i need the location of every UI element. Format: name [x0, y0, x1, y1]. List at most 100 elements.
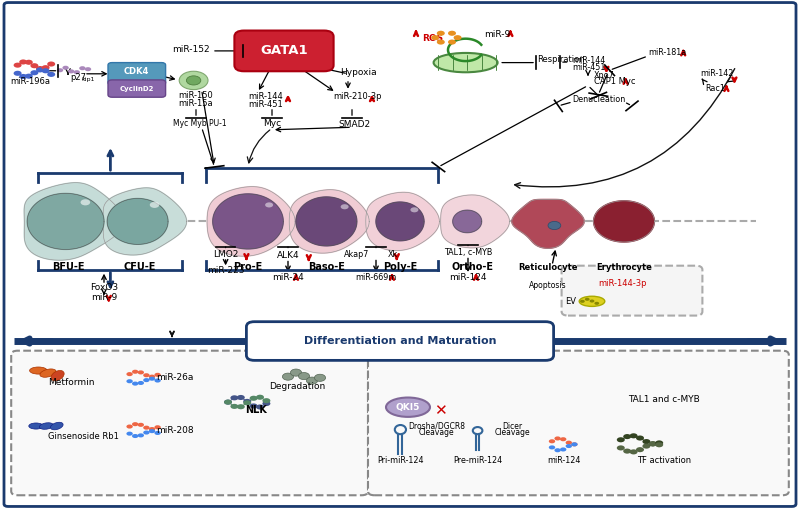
- Text: Hypoxia: Hypoxia: [340, 68, 377, 77]
- Circle shape: [649, 441, 657, 446]
- Text: miR-210-3p: miR-210-3p: [334, 92, 382, 101]
- Circle shape: [256, 394, 264, 400]
- Circle shape: [126, 432, 133, 436]
- FancyBboxPatch shape: [108, 63, 166, 85]
- Circle shape: [282, 373, 294, 380]
- Circle shape: [47, 72, 55, 77]
- Circle shape: [437, 40, 445, 45]
- Circle shape: [636, 436, 644, 441]
- Circle shape: [448, 40, 456, 45]
- Ellipse shape: [30, 367, 47, 374]
- Circle shape: [154, 379, 161, 383]
- Circle shape: [154, 373, 161, 377]
- Polygon shape: [213, 194, 283, 249]
- Circle shape: [126, 379, 133, 383]
- Text: miR-144: miR-144: [248, 92, 282, 101]
- Text: FoxO3: FoxO3: [90, 283, 118, 292]
- Circle shape: [256, 405, 264, 410]
- Circle shape: [642, 443, 650, 448]
- Polygon shape: [594, 201, 654, 242]
- Polygon shape: [441, 195, 510, 248]
- Text: Xpo7: Xpo7: [594, 71, 614, 80]
- Circle shape: [149, 377, 155, 381]
- Text: miR-152: miR-152: [172, 45, 210, 54]
- Circle shape: [548, 221, 561, 230]
- Circle shape: [186, 76, 201, 85]
- Circle shape: [25, 60, 33, 65]
- Text: CyclinD2: CyclinD2: [120, 86, 154, 92]
- Circle shape: [554, 436, 561, 440]
- Circle shape: [250, 395, 258, 401]
- Circle shape: [230, 404, 238, 409]
- Circle shape: [149, 429, 155, 433]
- Circle shape: [74, 70, 80, 74]
- Text: Dicer: Dicer: [502, 421, 522, 431]
- Text: Myc Myb PU-1: Myc Myb PU-1: [173, 119, 227, 128]
- Circle shape: [571, 442, 578, 446]
- Text: Drosha/DGCR8: Drosha/DGCR8: [408, 421, 466, 431]
- Circle shape: [594, 302, 599, 305]
- Polygon shape: [512, 200, 584, 248]
- Ellipse shape: [29, 423, 43, 429]
- Circle shape: [138, 433, 144, 437]
- Circle shape: [30, 63, 38, 68]
- Text: miR-669m: miR-669m: [355, 273, 397, 282]
- Circle shape: [42, 65, 50, 70]
- Polygon shape: [453, 210, 482, 233]
- FancyBboxPatch shape: [11, 351, 368, 495]
- Circle shape: [79, 66, 86, 70]
- Circle shape: [143, 426, 150, 430]
- Text: CFU-E: CFU-E: [124, 262, 156, 272]
- Circle shape: [314, 374, 326, 381]
- Circle shape: [298, 373, 310, 380]
- Circle shape: [85, 67, 91, 71]
- Ellipse shape: [579, 296, 605, 306]
- Text: Myc: Myc: [263, 119, 281, 128]
- Circle shape: [149, 375, 155, 379]
- Text: Poly-E: Poly-E: [383, 262, 417, 272]
- Text: miR-124: miR-124: [547, 456, 581, 465]
- Circle shape: [237, 395, 245, 400]
- Text: QKI5: QKI5: [396, 403, 420, 412]
- Text: miR-9: miR-9: [484, 30, 510, 39]
- Circle shape: [306, 377, 318, 384]
- Text: miR-142: miR-142: [700, 69, 734, 78]
- Circle shape: [36, 66, 44, 71]
- Circle shape: [585, 298, 590, 301]
- Circle shape: [224, 400, 232, 405]
- Circle shape: [126, 372, 133, 376]
- Circle shape: [549, 445, 555, 449]
- Text: EV: EV: [565, 297, 576, 306]
- Circle shape: [243, 400, 251, 405]
- Text: Pro-E: Pro-E: [234, 262, 262, 272]
- Polygon shape: [27, 193, 104, 249]
- Text: miR-208: miR-208: [156, 426, 194, 435]
- Polygon shape: [107, 199, 168, 244]
- Text: ✕: ✕: [434, 403, 447, 418]
- Text: Degradation: Degradation: [270, 382, 326, 391]
- Circle shape: [30, 70, 38, 75]
- Circle shape: [448, 31, 456, 36]
- FancyBboxPatch shape: [368, 351, 789, 495]
- Circle shape: [81, 200, 90, 206]
- Text: TAL1 and c-MYB: TAL1 and c-MYB: [628, 395, 700, 404]
- Text: CAP1 Myc: CAP1 Myc: [594, 77, 635, 86]
- Text: Xk: Xk: [388, 250, 398, 259]
- Text: Rac1: Rac1: [706, 84, 726, 93]
- Circle shape: [571, 442, 578, 446]
- Polygon shape: [296, 197, 357, 246]
- Circle shape: [132, 422, 138, 426]
- FancyBboxPatch shape: [108, 80, 166, 97]
- Circle shape: [560, 447, 566, 451]
- Text: miR-24: miR-24: [272, 273, 304, 282]
- Circle shape: [566, 444, 572, 448]
- Ellipse shape: [50, 422, 63, 430]
- Circle shape: [437, 31, 445, 36]
- Circle shape: [630, 449, 638, 455]
- Circle shape: [143, 378, 150, 382]
- Text: Apoptosis: Apoptosis: [529, 280, 567, 290]
- Text: miR-181a: miR-181a: [648, 48, 686, 58]
- Circle shape: [150, 202, 159, 208]
- FancyBboxPatch shape: [562, 266, 702, 316]
- Circle shape: [237, 404, 245, 409]
